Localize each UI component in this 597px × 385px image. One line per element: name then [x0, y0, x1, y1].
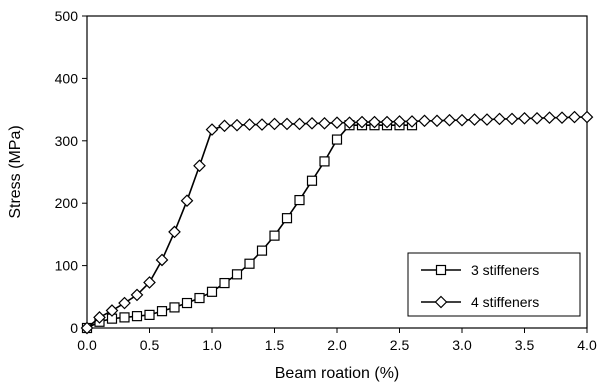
data-point [280, 117, 294, 131]
x-tick-label: 1.5 [265, 337, 285, 353]
data-point [193, 159, 206, 173]
x-tick-label: 3.0 [452, 337, 472, 353]
y-axis-ticks: 0 100 200 300 400 500 [55, 8, 87, 336]
data-point [244, 258, 255, 269]
legend-marker [435, 264, 447, 276]
data-point [393, 115, 406, 128]
data-point [105, 304, 119, 317]
data-point [231, 269, 243, 280]
data-point [555, 111, 569, 125]
data-point [493, 112, 506, 126]
data-point [268, 117, 281, 131]
data-point [156, 306, 168, 317]
series-layer [80, 110, 594, 335]
data-point [543, 111, 556, 125]
y-tick-label: 500 [55, 8, 79, 24]
x-tick-label: 1.0 [202, 337, 222, 353]
data-point [130, 288, 144, 302]
legend-items: 3 stiffeners 4 stiffeners [421, 262, 539, 310]
data-point [343, 116, 356, 130]
legend: 3 stiffeners 4 stiffeners [407, 252, 581, 317]
x-axis-title: Beam roation (%) [275, 365, 400, 382]
data-point [505, 112, 519, 126]
x-tick-label: 2.0 [327, 337, 347, 353]
data-point [443, 113, 456, 127]
legend-item: 4 stiffeners [421, 294, 539, 310]
data-point [144, 309, 155, 320]
data-point [131, 311, 143, 322]
legend-label: 3 stiffeners [471, 262, 539, 278]
data-point [480, 113, 494, 126]
y-tick-label: 100 [55, 258, 79, 274]
data-point [468, 113, 481, 126]
x-tick-label: 3.5 [515, 337, 535, 353]
data-point [93, 311, 106, 324]
y-tick-label: 200 [55, 195, 79, 211]
data-point [306, 175, 318, 186]
data-point [255, 118, 269, 131]
data-point [355, 115, 369, 129]
data-point [218, 119, 231, 133]
y-tick-label: 400 [55, 70, 79, 86]
data-point [418, 114, 431, 128]
data-point [168, 225, 181, 239]
data-point [169, 302, 180, 313]
legend-item: 3 stiffeners [421, 262, 539, 278]
data-point [180, 194, 194, 208]
data-point [269, 230, 280, 241]
legend-label: 4 stiffeners [471, 294, 539, 310]
data-point [230, 118, 244, 132]
y-tick-label: 0 [70, 320, 78, 336]
data-point [281, 213, 293, 224]
x-tick-label: 0.5 [140, 337, 160, 353]
x-tick-label: 2.5 [390, 337, 410, 353]
data-point [380, 115, 394, 129]
data-point [530, 111, 544, 125]
data-point [143, 276, 156, 289]
data-point [580, 110, 594, 124]
data-point [405, 115, 419, 128]
legend-box [407, 252, 581, 317]
data-point [155, 253, 169, 267]
x-tick-label: 0.0 [77, 337, 97, 353]
data-point [194, 292, 205, 304]
x-tick-label: 4.0 [577, 337, 597, 353]
data-point [305, 116, 319, 130]
series-3-stiffeners [81, 120, 418, 334]
data-point [205, 123, 219, 136]
data-point [118, 296, 131, 310]
data-point [219, 277, 230, 289]
data-point [256, 245, 268, 256]
data-point [568, 110, 581, 124]
data-point [330, 116, 344, 130]
data-point [331, 134, 343, 145]
data-point [181, 297, 193, 309]
y-axis-title: Stress (MPa) [7, 125, 24, 218]
data-point [518, 111, 531, 125]
data-point [243, 118, 256, 131]
series-4-stiffeners [80, 110, 594, 335]
data-point [455, 113, 469, 127]
data-point [119, 312, 130, 323]
data-point [430, 114, 444, 128]
data-point [319, 156, 330, 167]
legend-marker [434, 295, 448, 309]
y-tick-label: 300 [55, 133, 79, 149]
data-point [293, 117, 306, 131]
data-point [206, 286, 218, 297]
data-point [368, 115, 381, 129]
x-axis-ticks: 0.0 0.5 1.0 1.5 2.0 2.5 3.0 3.5 4.0 [77, 328, 597, 353]
data-point [294, 194, 305, 206]
data-point [80, 321, 94, 335]
data-point [318, 116, 331, 130]
